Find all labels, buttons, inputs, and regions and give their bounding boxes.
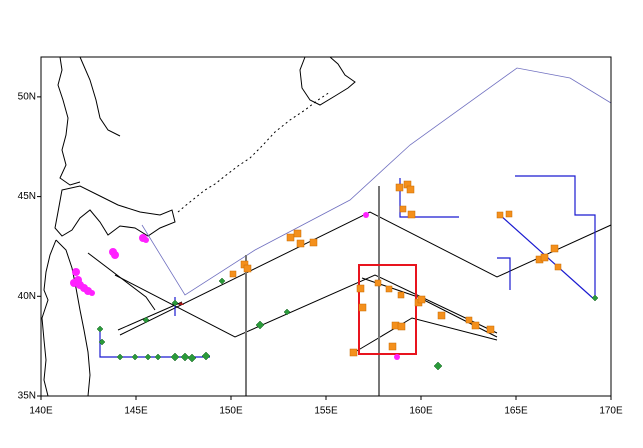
y-tick-label: 45N — [18, 191, 36, 202]
axes: 140E 145E 150E 155E 160E 165E 170E 35N 40N 45N 50N — [18, 56, 623, 417]
x-tick-label: 160E — [409, 406, 433, 417]
coastline — [41, 56, 356, 397]
y-tick-label: 40N — [18, 291, 36, 302]
x-tick-label: 165E — [504, 406, 528, 417]
survey-tracks — [87, 67, 612, 396]
x-tick-label: 155E — [314, 406, 338, 417]
x-tick-label: 140E — [29, 406, 53, 417]
green-stations — [96, 277, 599, 371]
magenta-stations — [70, 212, 400, 360]
orange-stations — [229, 180, 562, 357]
y-tick-label: 50N — [18, 92, 36, 103]
x-tick-label: 145E — [124, 406, 148, 417]
y-tick-label: 35N — [18, 391, 36, 402]
x-tick-label: 170E — [599, 406, 623, 417]
x-tick-label: 150E — [219, 406, 243, 417]
